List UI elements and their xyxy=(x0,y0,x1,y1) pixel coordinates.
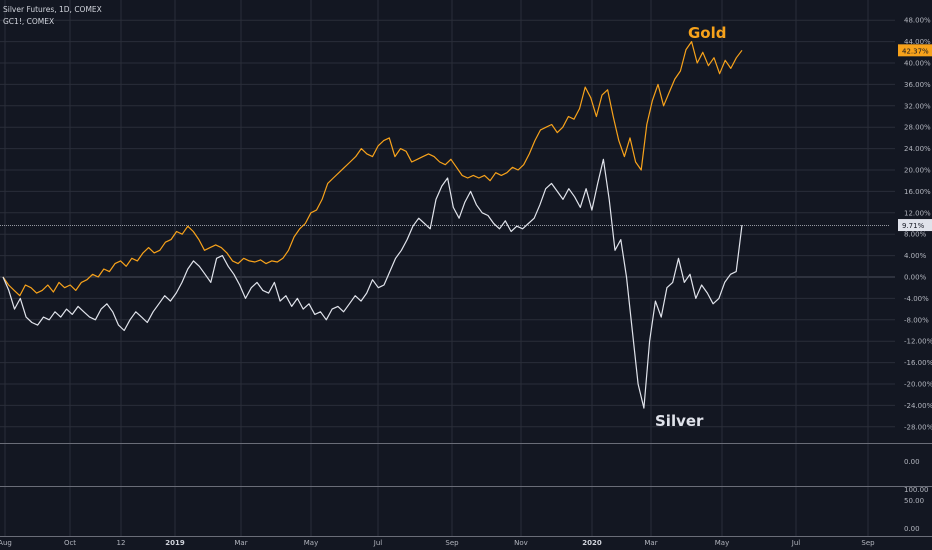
y-tick-label: 16.00% xyxy=(904,188,931,196)
y-tick-label: 8.00% xyxy=(904,231,927,239)
x-tick-label: 12 xyxy=(117,539,126,547)
y-tick-label: 40.00% xyxy=(904,60,931,68)
y-tick-label: -16.00% xyxy=(904,359,932,367)
y-tick-label: 44.00% xyxy=(904,38,931,46)
x-tick-label: Jul xyxy=(791,539,801,547)
gold-series-line xyxy=(2,40,743,297)
x-tick-label: Oct xyxy=(64,539,76,547)
y-tick-label: -12.00% xyxy=(904,338,932,346)
x-tick-label: 2020 xyxy=(582,539,602,547)
y-tick-label: 0.00% xyxy=(904,274,927,282)
grid-lines xyxy=(0,0,895,536)
y-tick-label: 28.00% xyxy=(904,124,931,132)
x-tick-label: Jul xyxy=(373,539,383,547)
y-tick-label: -28.00% xyxy=(904,423,932,431)
gold-annotation: Gold xyxy=(688,24,727,42)
x-tick-label: May xyxy=(304,539,318,547)
y-tick-label: 20.00% xyxy=(904,167,931,175)
x-tick-label: Aug xyxy=(0,539,12,547)
pane-tick-label: 0.00 xyxy=(904,458,920,466)
x-tick-label: 2019 xyxy=(165,539,185,547)
x-tick-label: Nov xyxy=(514,539,528,547)
x-tick-label: Mar xyxy=(234,539,247,547)
pane-tick-label: 50.00 xyxy=(904,497,924,505)
header-comparison-symbol[interactable]: GC1!, COMEX xyxy=(3,17,54,26)
silver-last-value-text: 9.71% xyxy=(902,222,925,230)
pane-tick-label: 0.00 xyxy=(904,525,920,533)
silver-annotation: Silver xyxy=(655,412,704,430)
silver-series-line xyxy=(2,158,743,409)
y-tick-label: 24.00% xyxy=(904,145,931,153)
y-tick-label: -4.00% xyxy=(904,295,929,303)
y-tick-label: 48.00% xyxy=(904,17,931,25)
header-symbol[interactable]: Silver Futures, 1D, COMEX xyxy=(3,5,102,14)
x-tick-label: Sep xyxy=(445,539,459,547)
lower-panes: 0.00 100.00 50.00 0.00 xyxy=(0,443,932,537)
x-axis[interactable]: Aug Oct 12 2019 Mar May Jul Sep Nov 2020 Mar May Jul… xyxy=(0,539,875,547)
y-tick-label: -20.00% xyxy=(904,381,932,389)
y-tick-label: 4.00% xyxy=(904,252,927,260)
last-value-badges: 42.37% 9.71% xyxy=(898,44,932,232)
gold-last-value-text: 42.37% xyxy=(902,47,929,55)
gold-last-value-badge xyxy=(898,44,932,57)
y-tick-label: 36.00% xyxy=(904,81,931,89)
y-axis[interactable]: 48.00% 44.00% 40.00% 36.00% 32.00% 28.00% 24.0… xyxy=(904,17,932,432)
x-tick-label: Sep xyxy=(861,539,875,547)
y-tick-label: -24.00% xyxy=(904,402,932,410)
y-tick-label: 12.00% xyxy=(904,209,931,217)
pane-tick-label: 100.00 xyxy=(904,486,929,494)
y-tick-label: 32.00% xyxy=(904,102,931,110)
x-tick-label: May xyxy=(715,539,729,547)
x-tick-label: Mar xyxy=(644,539,657,547)
silver-last-value-badge xyxy=(898,219,932,232)
series-layer xyxy=(2,40,743,409)
y-tick-label: -8.00% xyxy=(904,316,929,324)
